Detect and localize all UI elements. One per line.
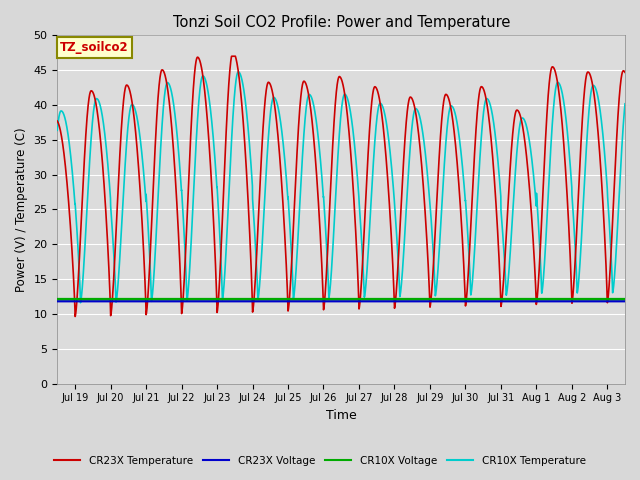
Text: TZ_soilco2: TZ_soilco2: [60, 41, 129, 54]
Legend: CR23X Temperature, CR23X Voltage, CR10X Voltage, CR10X Temperature: CR23X Temperature, CR23X Voltage, CR10X …: [50, 452, 590, 470]
Y-axis label: Power (V) / Temperature (C): Power (V) / Temperature (C): [15, 127, 28, 292]
X-axis label: Time: Time: [326, 409, 356, 422]
Title: Tonzi Soil CO2 Profile: Power and Temperature: Tonzi Soil CO2 Profile: Power and Temper…: [173, 15, 510, 30]
